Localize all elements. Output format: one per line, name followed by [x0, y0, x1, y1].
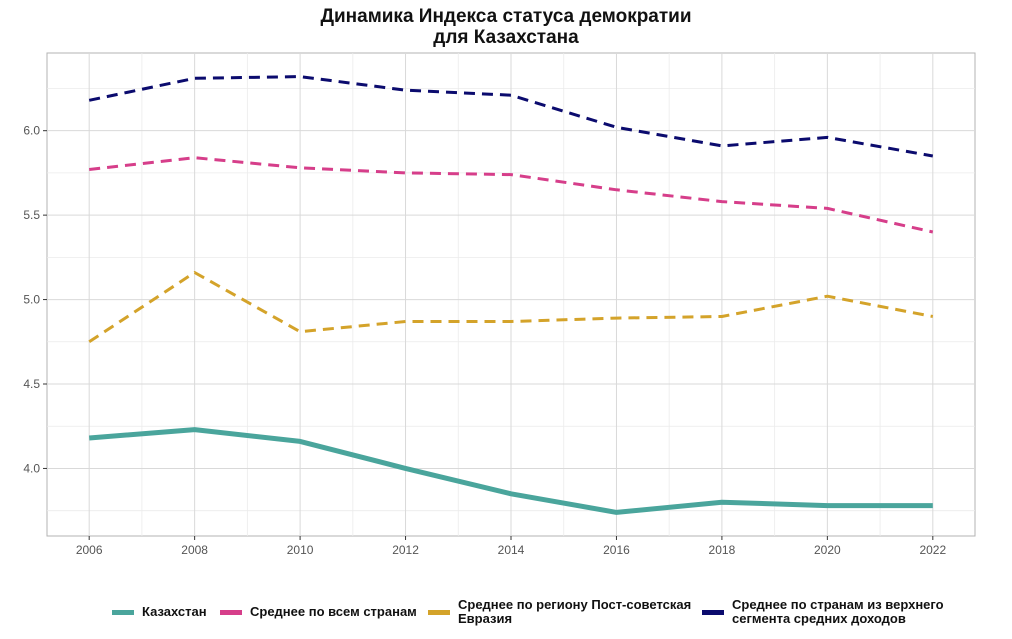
grid-major [47, 53, 975, 536]
y-tick-label: 5.5 [23, 208, 40, 222]
series-line-4 [88, 75, 934, 158]
y-tick-label: 4.5 [23, 377, 40, 391]
series-line-2 [89, 156, 934, 234]
chart-title: Динамика Индекса статуса демократии для … [0, 6, 1012, 48]
legend-item-4: Среднее по странам из верхнего сегмента … [702, 596, 992, 628]
x-tick-label: 2018 [709, 543, 736, 557]
y-axis: 4.0 4.5 5.0 5.5 6.0 [23, 124, 47, 475]
y-tick-label: 5.0 [23, 293, 40, 307]
line-chart: 2006 2008 2010 2012 2014 2016 2018 2020 2022 4.0… [23, 52, 976, 557]
x-tick-label: 2022 [919, 543, 946, 557]
legend-label-4: Среднее по странам из верхнего сегмента … [732, 597, 944, 626]
legend-key-3 [428, 609, 450, 615]
legend-label-3: Среднее по региону Пост-советская Еврази… [458, 597, 692, 626]
x-tick-label: 2010 [287, 543, 314, 557]
x-tick-label: 2012 [392, 543, 419, 557]
legend-item-2: Среднее по всем странам [220, 596, 420, 628]
chart-subtitle: для Казахстана [433, 27, 579, 48]
legend-item-1: Казахстан [112, 596, 220, 628]
legend: Казахстан Среднее по всем странам Среднее … [112, 596, 1002, 632]
y-tick-label: 4.0 [23, 461, 40, 475]
y-tick-label: 6.0 [23, 124, 40, 138]
series-layer [88, 75, 934, 515]
x-tick-label: 2008 [181, 543, 208, 557]
x-axis: 2006 2008 2010 2012 2014 2016 2018 2020 2022 [76, 536, 946, 557]
x-tick-label: 2014 [498, 543, 525, 557]
series-line-1 [89, 427, 933, 515]
legend-key-2 [220, 609, 242, 615]
x-tick-label: 2006 [76, 543, 103, 557]
legend-label-1: Казахстан [142, 604, 207, 619]
series-line-3 [88, 271, 934, 344]
legend-key-4 [702, 609, 724, 615]
legend-key-1 [112, 609, 134, 615]
x-tick-label: 2020 [814, 543, 841, 557]
legend-item-3: Среднее по региону Пост-советская Еврази… [428, 596, 698, 628]
chart-title-line1: Динамика Индекса статуса демократии [320, 6, 692, 27]
x-tick-label: 2016 [603, 543, 630, 557]
legend-label-2: Среднее по всем странам [250, 604, 417, 619]
